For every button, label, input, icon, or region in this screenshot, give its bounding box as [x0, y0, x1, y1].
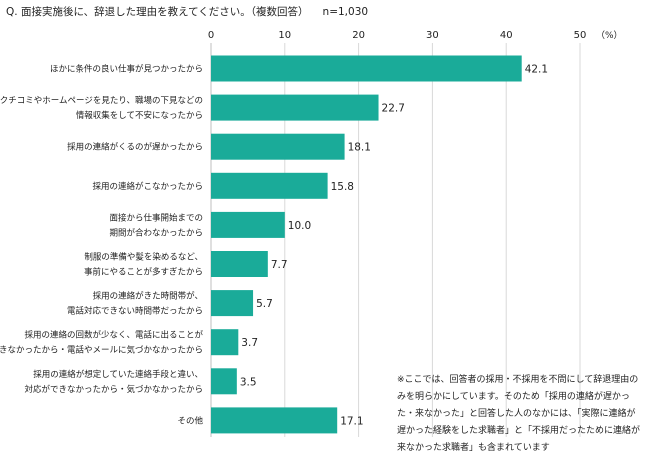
tick-label: 0	[208, 30, 214, 41]
category-label: 対応ができなかったから・気づかなかったから	[24, 384, 203, 395]
category-label: クチコミやホームページを見たり、職場の下見などの	[0, 95, 203, 106]
bar	[211, 368, 237, 395]
category-label: 電話対応できない時間帯だったから	[67, 306, 203, 317]
data-label: 5.7	[256, 298, 273, 310]
category-label: ほかに条件の良い仕事が見つかったから	[50, 64, 203, 75]
bar	[211, 172, 328, 199]
category-label: 採用の連絡がきた時間帯が、	[93, 291, 203, 302]
bar	[211, 94, 379, 121]
bar-chart: 0 10 20 30 40 50 （%） 42.1 ほかに条件の良い仕事が見つかったから 22.7…	[0, 30, 623, 437]
data-label: 18.1	[348, 142, 371, 154]
category-label: 採用の連絡がこなかったから	[92, 181, 203, 192]
category-label: 事前にやることが多すぎたから	[84, 267, 203, 278]
chart-title: Q. 面接実施後に、辞退した理由を教えてください。（複数回答） n=1,030	[6, 4, 382, 19]
bar	[211, 251, 268, 277]
bar	[211, 55, 522, 82]
category-label: 採用の連絡がくるのが遅かったから	[67, 142, 203, 153]
footnote: ※ここでは、回答者の採用・不採用を不問にして辞退理由のみを明らかにしています。そ…	[397, 375, 641, 453]
data-label: 3.5	[240, 376, 257, 388]
data-label: 15.8	[331, 181, 354, 193]
unit-label: （%）	[596, 30, 623, 41]
category-label: 採用の連絡の回数が少なく、電話に出ることが	[24, 330, 203, 341]
category-label: 制服の準備や髪を染めるなど、	[84, 252, 203, 263]
tick-label: 30	[426, 30, 439, 41]
data-label: 3.7	[241, 337, 258, 349]
category-label: できなかったから・電話やメールに気づかなかったから	[0, 345, 203, 356]
tick-label: 20	[352, 30, 365, 41]
tick-label: 50	[574, 30, 587, 41]
data-label: 42.1	[525, 64, 548, 76]
data-label: 10.0	[288, 220, 311, 232]
tick-label: 40	[500, 30, 513, 41]
category-label: その他	[177, 415, 203, 426]
category-label: 採用の連絡が想定していた連絡手段と違い、	[33, 369, 203, 380]
bar	[211, 329, 239, 356]
bar	[211, 407, 338, 434]
category-label: 期間が合わなかったから	[109, 227, 203, 238]
bar	[211, 290, 254, 317]
tick-label: 10	[278, 30, 291, 41]
data-label: 22.7	[382, 103, 405, 115]
category-label: 面接から仕事開始までの	[109, 212, 203, 223]
question-text: Q. 面接実施後に、辞退した理由を教えてください。（複数回答）	[6, 6, 309, 18]
sample-size: n=1,030	[322, 6, 369, 18]
category-label: 情報収集をして不安になったから	[76, 110, 203, 121]
data-label: 7.7	[271, 259, 288, 271]
bar	[211, 211, 285, 238]
bar	[211, 133, 345, 160]
data-label: 17.1	[340, 415, 363, 427]
